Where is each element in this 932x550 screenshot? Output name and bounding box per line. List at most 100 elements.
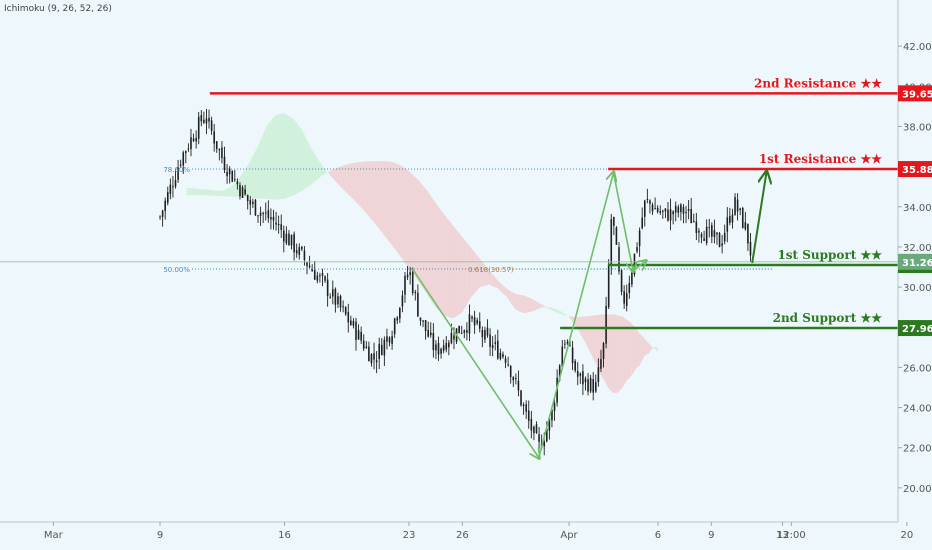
candle-body (174, 180, 177, 187)
candle-body (396, 317, 399, 321)
ichimoku-cloud-segment (364, 161, 369, 217)
candle-body (553, 402, 556, 411)
candle-body (264, 212, 267, 214)
trend-arrow (632, 261, 645, 272)
candle-body (664, 208, 667, 212)
candle-body (517, 380, 520, 391)
candle-body (669, 209, 672, 221)
candle-body (399, 308, 401, 319)
candle-body (388, 337, 391, 343)
ichimoku-cloud-segment (253, 146, 258, 199)
candle-body (386, 336, 388, 342)
ichimoku-cloud-segment (204, 189, 209, 196)
ichimoku-cloud-segment (386, 161, 392, 245)
x-tick-label: 6 (655, 530, 661, 541)
ichimoku-cloud-segment (449, 220, 454, 319)
candle-body (486, 327, 489, 336)
candle-body (460, 332, 463, 334)
candle-body (197, 116, 200, 139)
candle-body (711, 225, 713, 237)
candle-body (252, 201, 254, 204)
candle-body (731, 214, 734, 223)
candle-body (716, 232, 718, 235)
candle-body (741, 207, 744, 228)
candle-body (643, 200, 646, 217)
ichimoku-cloud-segment (395, 163, 401, 257)
ichimoku-cloud-segment (262, 125, 267, 199)
x-tick-label: Apr (560, 530, 578, 541)
candle-body (187, 148, 190, 150)
candle-body (613, 216, 615, 226)
candle-body (262, 212, 264, 214)
candle-body (272, 216, 275, 221)
candle-body (313, 270, 316, 280)
ichimoku-cloud-segment (422, 184, 427, 294)
ichimoku-cloud-segment (333, 167, 338, 184)
ichimoku-cloud-segment (569, 316, 574, 324)
candle-body (432, 333, 435, 351)
ichimoku-cloud-segment (582, 316, 587, 346)
candle-body (729, 216, 731, 223)
ichimoku-cloud-segment (382, 161, 387, 239)
y-tick-label: 42.00 (903, 42, 932, 53)
candle-body (241, 187, 244, 198)
candle-body (321, 273, 324, 276)
candle-body (429, 332, 432, 336)
candle-body (306, 262, 308, 267)
ichimoku-cloud-segment (391, 161, 396, 251)
candle-body (736, 199, 739, 212)
ichimoku-cloud-segment (497, 280, 503, 293)
candle-body (690, 208, 692, 224)
candle-body (311, 268, 313, 272)
candle-body (592, 379, 595, 393)
ichimoku-cloud-segment (426, 190, 432, 301)
candle-body (342, 306, 344, 308)
candle-body (303, 250, 306, 260)
candle-body (484, 330, 486, 340)
ichimoku-cloud-segment (471, 248, 476, 297)
ichimoku-cloud-segment (231, 181, 236, 197)
price-tag (898, 320, 932, 337)
candle-body (504, 358, 507, 363)
candle-body (368, 346, 370, 362)
price-tag-label: 31.26 (902, 258, 932, 269)
candle-body (620, 270, 623, 292)
candle-body (246, 194, 249, 202)
ichimoku-cloud-segment (346, 163, 352, 198)
candle-body (744, 222, 747, 230)
candle-body (734, 197, 736, 215)
ichimoku-cloud-segment (191, 188, 196, 196)
ichimoku-cloud-segment (560, 310, 565, 316)
candle-body (525, 404, 527, 412)
candle-body (283, 230, 285, 242)
ichimoku-cloud-segment (489, 270, 494, 287)
ichimoku-cloud-segment (529, 297, 534, 313)
candle-body (259, 212, 262, 216)
candle-body (192, 138, 195, 141)
ichimoku-cloud-segment (324, 168, 329, 175)
ichimoku-cloud-segment (555, 309, 561, 315)
ichimoku-cloud-segment (591, 315, 596, 364)
ichimoku-cloud-segment (595, 314, 601, 375)
candle-body (301, 246, 303, 250)
candle-body (551, 409, 553, 421)
ichimoku-cloud-segment (280, 113, 285, 200)
candle-body (651, 204, 654, 212)
candle-body (564, 343, 566, 345)
candle-body (618, 247, 620, 272)
candle-body (535, 424, 538, 434)
ichimoku-cloud-segment (195, 188, 201, 196)
ichimoku-cloud-segment (502, 284, 507, 297)
candle-body (625, 293, 628, 306)
y-tick-label: 20.00 (903, 484, 932, 495)
candle-body (708, 226, 711, 228)
candle-body (409, 272, 411, 275)
candle-body (687, 208, 690, 211)
fib-label: 0.618(30.57) (468, 266, 514, 274)
candle-body (667, 209, 669, 221)
candle-body (584, 378, 587, 383)
candle-body (589, 378, 592, 392)
ichimoku-cloud-segment (288, 116, 294, 198)
candle-body (587, 379, 589, 392)
